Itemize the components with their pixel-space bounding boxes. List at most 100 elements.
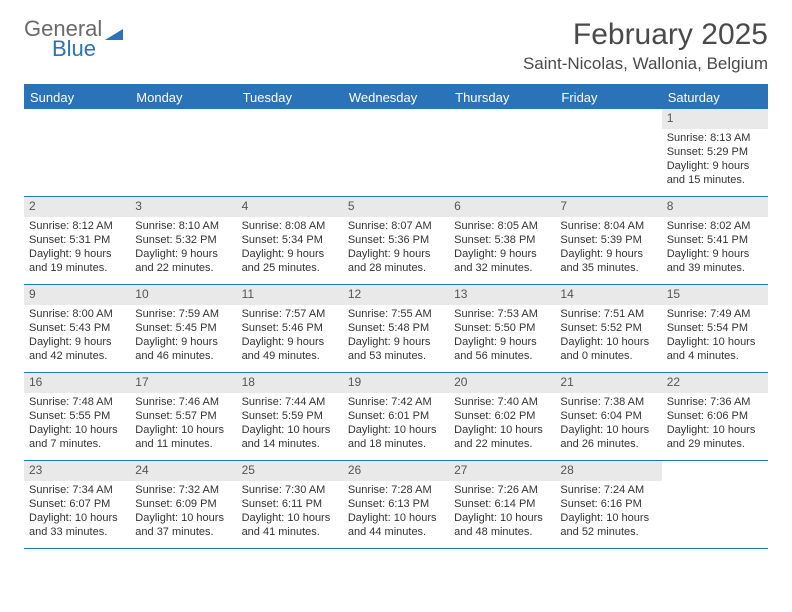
- daylight-line: Daylight: 10 hours and 18 minutes.: [348, 423, 444, 452]
- day-number: 6: [449, 197, 555, 217]
- sunrise-line: Sunrise: 7:36 AM: [667, 395, 763, 409]
- daylight-line: Daylight: 9 hours and 25 minutes.: [242, 247, 338, 276]
- day-header-row: SundayMondayTuesdayWednesdayThursdayFrid…: [24, 86, 768, 109]
- day-number: 18: [237, 373, 343, 393]
- day-header: Friday: [555, 86, 661, 109]
- sunrise-line: Sunrise: 8:04 AM: [560, 219, 656, 233]
- day-cell: 14Sunrise: 7:51 AMSunset: 5:52 PMDayligh…: [555, 285, 661, 372]
- sunrise-line: Sunrise: 7:24 AM: [560, 483, 656, 497]
- sunset-line: Sunset: 6:04 PM: [560, 409, 656, 423]
- day-body: Sunrise: 7:48 AMSunset: 5:55 PMDaylight:…: [24, 393, 130, 456]
- daylight-line: Daylight: 10 hours and 48 minutes.: [454, 511, 550, 540]
- calendar: SundayMondayTuesdayWednesdayThursdayFrid…: [24, 84, 768, 549]
- sunset-line: Sunset: 5:38 PM: [454, 233, 550, 247]
- day-number: 27: [449, 461, 555, 481]
- location-subtitle: Saint-Nicolas, Wallonia, Belgium: [523, 54, 768, 74]
- logo-word-blue: Blue: [52, 38, 123, 60]
- day-cell: 9Sunrise: 8:00 AMSunset: 5:43 PMDaylight…: [24, 285, 130, 372]
- day-cell: 10Sunrise: 7:59 AMSunset: 5:45 PMDayligh…: [130, 285, 236, 372]
- day-body: Sunrise: 8:10 AMSunset: 5:32 PMDaylight:…: [130, 217, 236, 280]
- day-cell: 2Sunrise: 8:12 AMSunset: 5:31 PMDaylight…: [24, 197, 130, 284]
- day-cell: 28Sunrise: 7:24 AMSunset: 6:16 PMDayligh…: [555, 461, 661, 548]
- sail-icon: [105, 22, 123, 36]
- sunset-line: Sunset: 5:59 PM: [242, 409, 338, 423]
- day-body: Sunrise: 8:08 AMSunset: 5:34 PMDaylight:…: [237, 217, 343, 280]
- day-number: 28: [555, 461, 661, 481]
- week-row: 1Sunrise: 8:13 AMSunset: 5:29 PMDaylight…: [24, 109, 768, 197]
- sunrise-line: Sunrise: 7:53 AM: [454, 307, 550, 321]
- sunrise-line: Sunrise: 7:44 AM: [242, 395, 338, 409]
- sunset-line: Sunset: 6:09 PM: [135, 497, 231, 511]
- sunrise-line: Sunrise: 7:59 AM: [135, 307, 231, 321]
- sunset-line: Sunset: 5:46 PM: [242, 321, 338, 335]
- day-body: Sunrise: 7:44 AMSunset: 5:59 PMDaylight:…: [237, 393, 343, 456]
- sunset-line: Sunset: 5:45 PM: [135, 321, 231, 335]
- daylight-line: Daylight: 9 hours and 42 minutes.: [29, 335, 125, 364]
- sunrise-line: Sunrise: 7:26 AM: [454, 483, 550, 497]
- week-row: 16Sunrise: 7:48 AMSunset: 5:55 PMDayligh…: [24, 373, 768, 461]
- sunrise-line: Sunrise: 8:12 AM: [29, 219, 125, 233]
- daylight-line: Daylight: 10 hours and 14 minutes.: [242, 423, 338, 452]
- weeks-container: 1Sunrise: 8:13 AMSunset: 5:29 PMDaylight…: [24, 109, 768, 549]
- day-number: 23: [24, 461, 130, 481]
- logo: General Blue: [24, 18, 123, 60]
- day-cell: 26Sunrise: 7:28 AMSunset: 6:13 PMDayligh…: [343, 461, 449, 548]
- day-number: 22: [662, 373, 768, 393]
- daylight-line: Daylight: 10 hours and 44 minutes.: [348, 511, 444, 540]
- sunset-line: Sunset: 5:32 PM: [135, 233, 231, 247]
- month-title: February 2025: [523, 18, 768, 52]
- daylight-line: Daylight: 9 hours and 28 minutes.: [348, 247, 444, 276]
- day-number: 15: [662, 285, 768, 305]
- daylight-line: Daylight: 9 hours and 15 minutes.: [667, 159, 763, 188]
- day-number: 25: [237, 461, 343, 481]
- sunrise-line: Sunrise: 8:05 AM: [454, 219, 550, 233]
- day-body: Sunrise: 8:05 AMSunset: 5:38 PMDaylight:…: [449, 217, 555, 280]
- daylight-line: Daylight: 10 hours and 33 minutes.: [29, 511, 125, 540]
- day-cell: 15Sunrise: 7:49 AMSunset: 5:54 PMDayligh…: [662, 285, 768, 372]
- daylight-line: Daylight: 9 hours and 22 minutes.: [135, 247, 231, 276]
- daylight-line: Daylight: 9 hours and 56 minutes.: [454, 335, 550, 364]
- sunrise-line: Sunrise: 7:40 AM: [454, 395, 550, 409]
- day-number: 14: [555, 285, 661, 305]
- day-body: Sunrise: 7:46 AMSunset: 5:57 PMDaylight:…: [130, 393, 236, 456]
- day-cell: 8Sunrise: 8:02 AMSunset: 5:41 PMDaylight…: [662, 197, 768, 284]
- daylight-line: Daylight: 10 hours and 52 minutes.: [560, 511, 656, 540]
- day-body: Sunrise: 7:34 AMSunset: 6:07 PMDaylight:…: [24, 481, 130, 544]
- sunrise-line: Sunrise: 7:55 AM: [348, 307, 444, 321]
- day-cell: [237, 109, 343, 196]
- day-body: Sunrise: 8:00 AMSunset: 5:43 PMDaylight:…: [24, 305, 130, 368]
- day-number: 21: [555, 373, 661, 393]
- day-number: 10: [130, 285, 236, 305]
- sunset-line: Sunset: 5:43 PM: [29, 321, 125, 335]
- day-cell: 7Sunrise: 8:04 AMSunset: 5:39 PMDaylight…: [555, 197, 661, 284]
- day-body: Sunrise: 8:02 AMSunset: 5:41 PMDaylight:…: [662, 217, 768, 280]
- sunset-line: Sunset: 5:52 PM: [560, 321, 656, 335]
- page-header: General Blue February 2025 Saint-Nicolas…: [24, 18, 768, 74]
- day-cell: [555, 109, 661, 196]
- day-body: Sunrise: 8:12 AMSunset: 5:31 PMDaylight:…: [24, 217, 130, 280]
- sunset-line: Sunset: 5:57 PM: [135, 409, 231, 423]
- daylight-line: Daylight: 10 hours and 7 minutes.: [29, 423, 125, 452]
- day-number: 2: [24, 197, 130, 217]
- sunrise-line: Sunrise: 8:02 AM: [667, 219, 763, 233]
- sunset-line: Sunset: 5:34 PM: [242, 233, 338, 247]
- day-header: Sunday: [24, 86, 130, 109]
- day-cell: 13Sunrise: 7:53 AMSunset: 5:50 PMDayligh…: [449, 285, 555, 372]
- day-number: 7: [555, 197, 661, 217]
- sunrise-line: Sunrise: 7:38 AM: [560, 395, 656, 409]
- day-cell: [343, 109, 449, 196]
- day-header: Wednesday: [343, 86, 449, 109]
- daylight-line: Daylight: 9 hours and 19 minutes.: [29, 247, 125, 276]
- day-cell: 20Sunrise: 7:40 AMSunset: 6:02 PMDayligh…: [449, 373, 555, 460]
- day-number: 17: [130, 373, 236, 393]
- day-cell: 25Sunrise: 7:30 AMSunset: 6:11 PMDayligh…: [237, 461, 343, 548]
- sunset-line: Sunset: 5:29 PM: [667, 145, 763, 159]
- day-number: 12: [343, 285, 449, 305]
- sunrise-line: Sunrise: 7:32 AM: [135, 483, 231, 497]
- sunset-line: Sunset: 5:55 PM: [29, 409, 125, 423]
- sunset-line: Sunset: 5:50 PM: [454, 321, 550, 335]
- daylight-line: Daylight: 10 hours and 0 minutes.: [560, 335, 656, 364]
- day-cell: [24, 109, 130, 196]
- daylight-line: Daylight: 10 hours and 11 minutes.: [135, 423, 231, 452]
- day-body: Sunrise: 7:40 AMSunset: 6:02 PMDaylight:…: [449, 393, 555, 456]
